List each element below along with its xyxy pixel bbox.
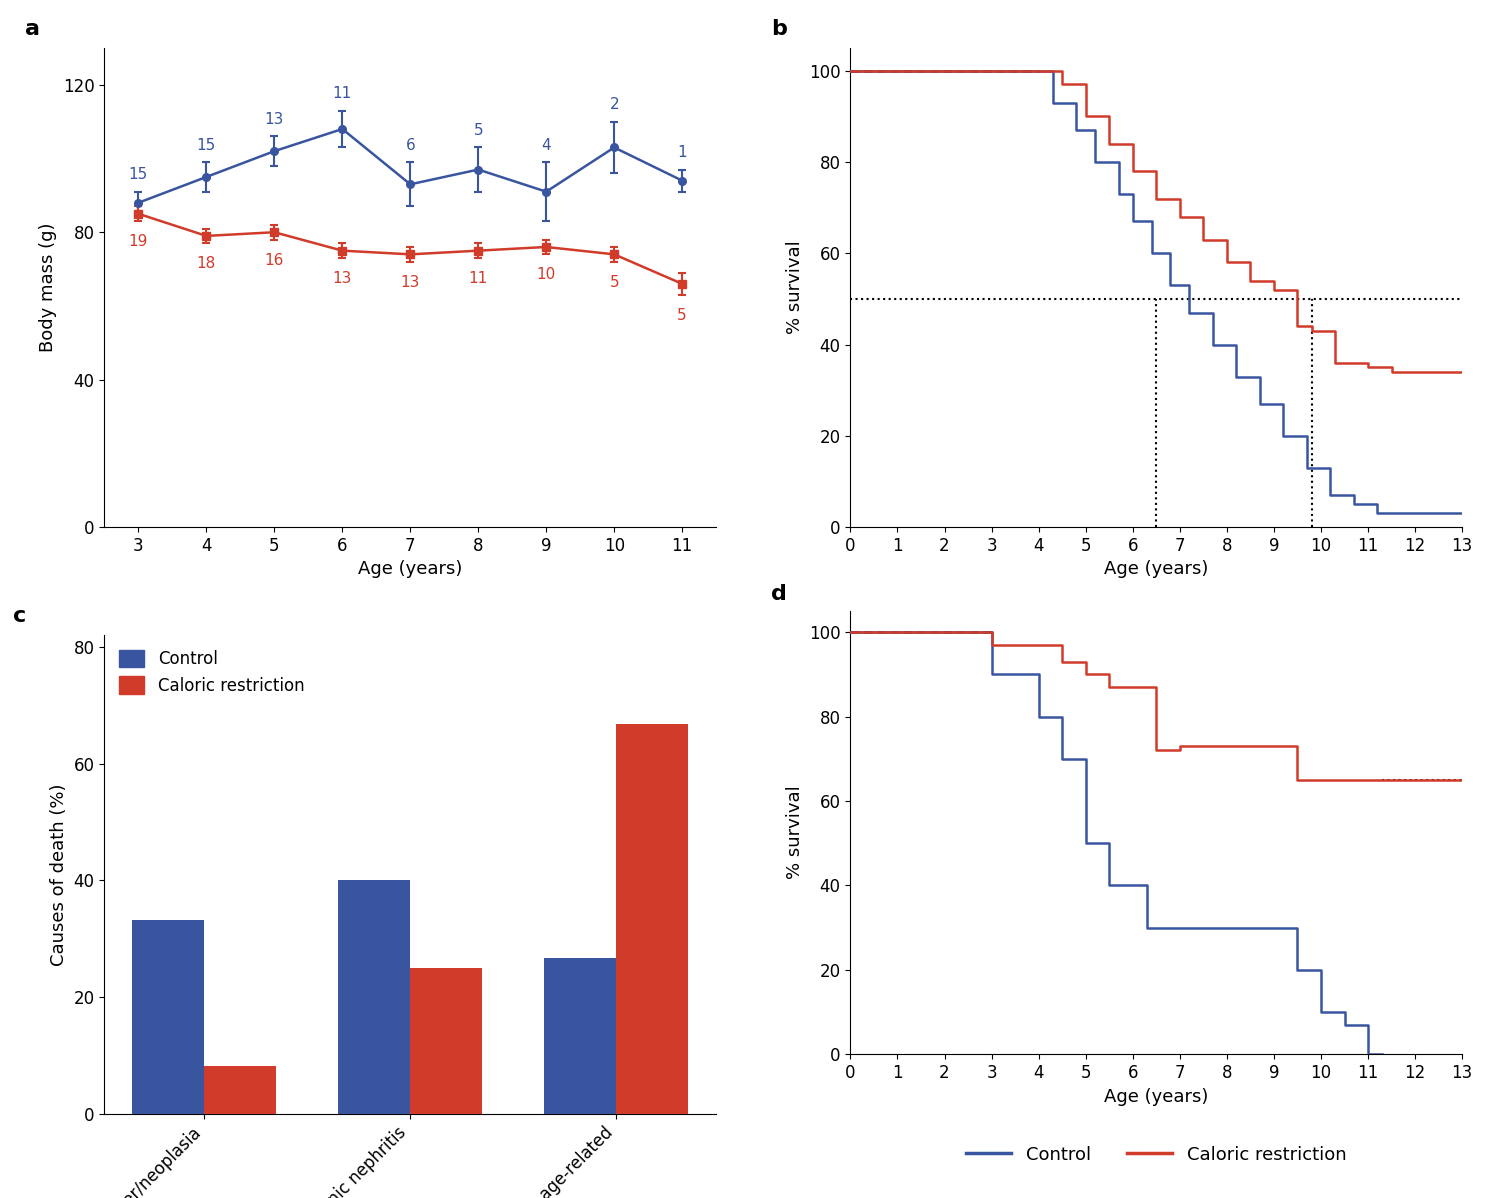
Text: 15: 15 [197,138,216,153]
Text: 16: 16 [264,253,283,267]
Legend: Control, Caloric restriction: Control, Caloric restriction [113,643,310,701]
Text: 19: 19 [128,234,148,249]
Bar [410,968,482,1114]
Bar [339,881,410,1114]
Text: 15: 15 [128,168,148,182]
Text: 13: 13 [333,271,352,286]
Text: 2: 2 [609,97,619,113]
X-axis label: Age (years): Age (years) [358,561,463,579]
Bar [616,725,688,1114]
X-axis label: Age (years): Age (years) [1104,1088,1209,1106]
Y-axis label: Causes of death (%): Causes of death (%) [51,783,69,966]
Text: b: b [771,19,786,40]
Text: 6: 6 [406,138,415,153]
Bar [545,958,616,1114]
Text: 13: 13 [401,274,419,290]
Legend: Control, Caloric restriction: Control, Caloric restriction [959,1138,1353,1170]
Bar [204,1066,276,1114]
Text: 11: 11 [333,86,352,102]
Text: a: a [25,19,40,40]
X-axis label: Age (years): Age (years) [1104,561,1209,579]
Text: 5: 5 [677,308,686,322]
Bar [133,920,204,1114]
Text: 10: 10 [537,267,557,283]
Text: d: d [771,585,786,604]
Y-axis label: % survival: % survival [785,241,804,334]
Text: 11: 11 [468,271,488,286]
Text: 4: 4 [542,138,551,153]
Text: 5: 5 [609,274,619,290]
Text: 1: 1 [677,145,686,161]
Text: c: c [13,606,25,627]
Y-axis label: Body mass (g): Body mass (g) [39,223,57,352]
Text: 5: 5 [473,123,483,138]
Text: 13: 13 [264,113,283,127]
Y-axis label: % survival: % survival [785,786,804,879]
Text: 18: 18 [197,256,216,271]
